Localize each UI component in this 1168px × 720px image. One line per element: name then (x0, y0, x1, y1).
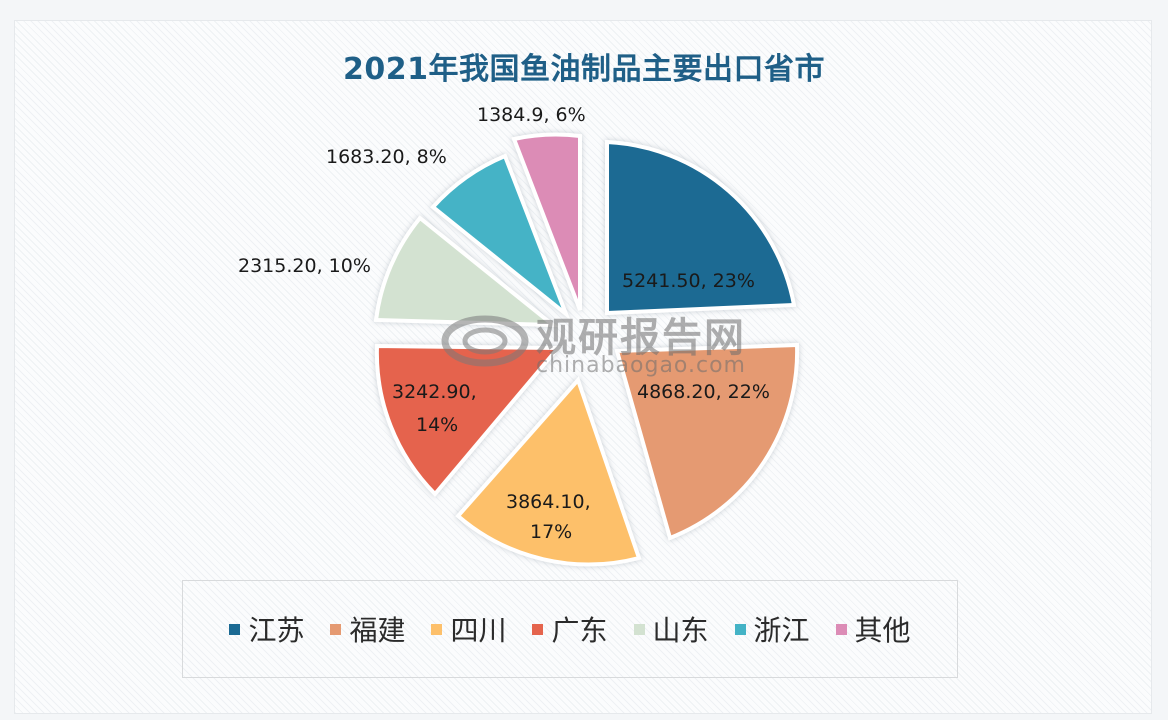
slice-fujian[interactable] (614, 342, 800, 541)
legend-swatch-icon (835, 623, 847, 635)
legend-item-jiangsu[interactable]: 江苏 (229, 609, 304, 649)
slice-other[interactable] (511, 132, 582, 311)
legend-label: 江苏 (248, 614, 305, 647)
legend-item-other[interactable]: 其他 (835, 609, 911, 649)
slice-jiangsu[interactable] (605, 139, 797, 316)
legend-item-shandong[interactable]: 山东 (633, 609, 709, 649)
data-label-fujian: 4868.20, 22% (637, 381, 770, 403)
legend-label: 山东 (652, 614, 709, 647)
data-label-shandong: 2315.20, 10% (238, 255, 371, 277)
legend-swatch-icon (633, 623, 645, 635)
legend-item-zhejiang[interactable]: 浙江 (734, 609, 810, 649)
chart-legend: 江苏 福建 四川 广东 山东 浙江 其他 (182, 580, 958, 678)
legend-swatch-icon (532, 623, 544, 635)
legend-label: 浙江 (753, 614, 810, 647)
slice-sichuan[interactable] (455, 376, 642, 567)
data-label-other: 1384.9, 6% (477, 104, 586, 126)
data-label-guangdong-pct: 14% (416, 414, 458, 436)
legend-item-fujian[interactable]: 福建 (330, 609, 405, 649)
legend-label: 其他 (854, 614, 911, 647)
data-label-zhejiang: 1683.20, 8% (326, 146, 447, 168)
chart-title: 2021年我国鱼油制品主要出口省市 (343, 52, 825, 87)
legend-swatch-icon (330, 623, 342, 635)
data-label-guangdong-value: 3242.90, (392, 381, 477, 403)
legend-item-guangdong[interactable]: 广东 (532, 609, 608, 649)
data-label-jiangsu: 5241.50, 23% (622, 270, 755, 292)
slice-guangdong[interactable] (374, 343, 563, 497)
legend-swatch-icon (431, 623, 443, 635)
legend-label: 四川 (450, 614, 507, 647)
data-label-sichuan-pct: 17% (530, 521, 572, 543)
legend-swatch-icon (229, 623, 241, 635)
legend-label: 福建 (349, 614, 406, 647)
slice-shandong[interactable] (373, 215, 559, 328)
legend-label: 广东 (551, 614, 608, 647)
legend-swatch-icon (734, 623, 746, 635)
data-label-sichuan-value: 3864.10, (506, 491, 591, 513)
legend-item-sichuan[interactable]: 四川 (431, 609, 506, 649)
chart-frame (14, 20, 1152, 714)
slice-zhejiang[interactable] (430, 153, 571, 321)
